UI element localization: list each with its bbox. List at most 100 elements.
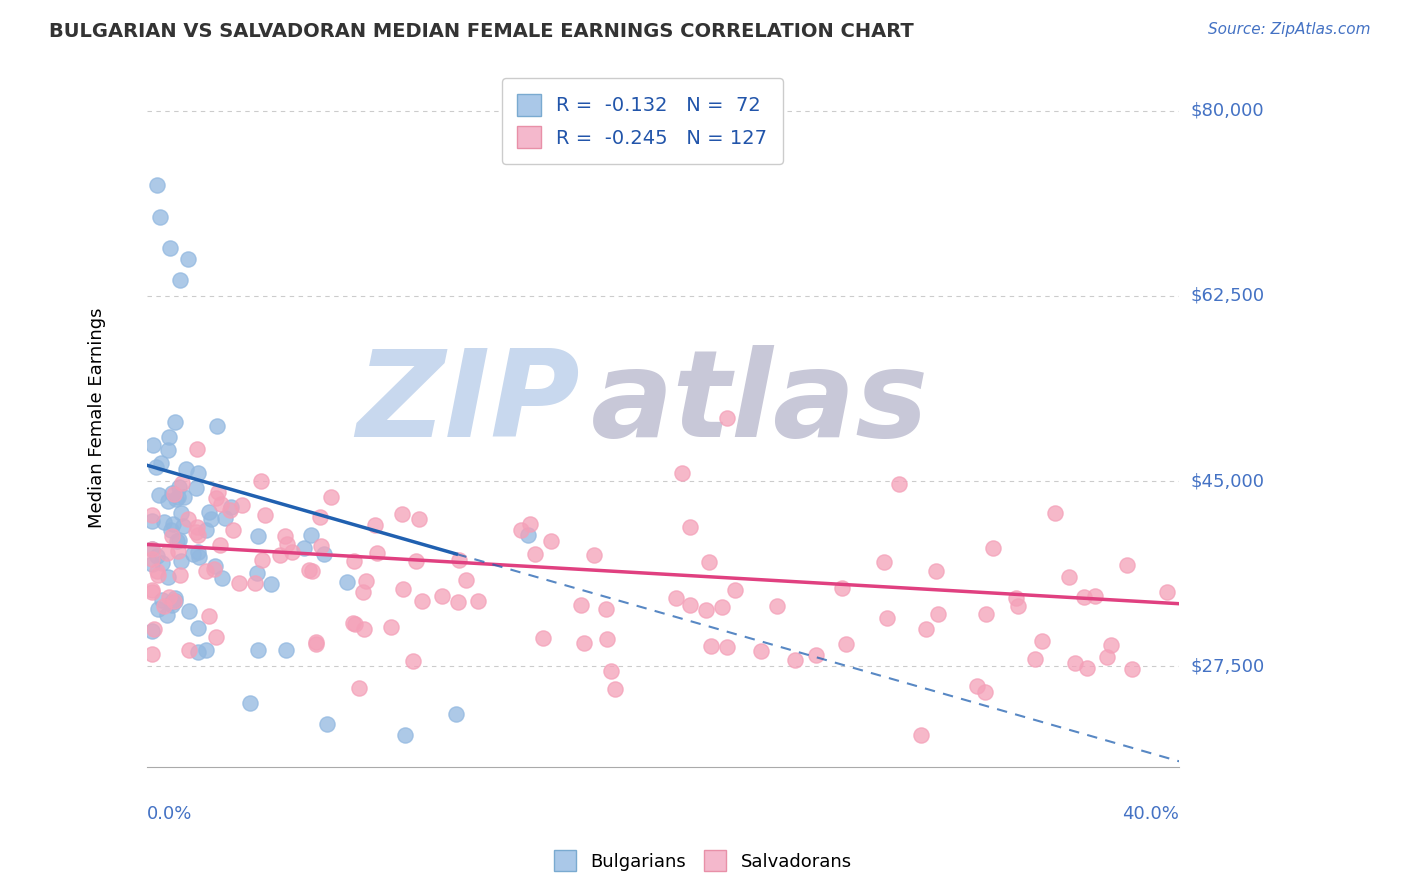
- Point: [166, 544, 188, 558]
- Point: [187, 528, 209, 542]
- Point: [1057, 570, 1080, 584]
- Text: 0.0%: 0.0%: [146, 805, 193, 823]
- Point: [250, 553, 273, 567]
- Point: [274, 529, 297, 543]
- Point: [160, 529, 183, 543]
- Point: [352, 584, 374, 599]
- Point: [156, 607, 179, 622]
- Point: [219, 500, 242, 515]
- Point: [1031, 634, 1053, 648]
- Point: [976, 607, 998, 621]
- Point: [292, 541, 315, 556]
- Point: [467, 593, 489, 607]
- Point: [183, 547, 205, 561]
- Point: [305, 637, 328, 651]
- Point: [157, 590, 180, 604]
- Point: [402, 654, 425, 668]
- Point: [214, 510, 236, 524]
- Point: [148, 487, 170, 501]
- Point: [872, 555, 894, 569]
- Point: [166, 533, 188, 548]
- Point: [247, 643, 270, 657]
- Point: [697, 555, 720, 569]
- Point: [914, 622, 936, 636]
- Point: [222, 523, 245, 537]
- Point: [595, 602, 617, 616]
- Point: [198, 505, 221, 519]
- Point: [569, 598, 592, 612]
- Point: [540, 534, 562, 549]
- Point: [831, 581, 853, 595]
- Point: [141, 583, 163, 598]
- Point: [243, 575, 266, 590]
- Point: [141, 624, 163, 638]
- Point: [260, 577, 283, 591]
- Point: [716, 640, 738, 655]
- Point: [167, 533, 190, 547]
- Point: [145, 459, 167, 474]
- Point: [408, 512, 430, 526]
- Point: [1097, 649, 1119, 664]
- Point: [170, 554, 193, 568]
- Point: [195, 523, 218, 537]
- Point: [1043, 506, 1066, 520]
- Point: [432, 590, 454, 604]
- Point: [184, 524, 207, 539]
- Point: [835, 637, 858, 651]
- Point: [600, 665, 623, 679]
- Point: [205, 491, 228, 505]
- Point: [187, 645, 209, 659]
- Point: [211, 571, 233, 585]
- Text: $45,000: $45,000: [1191, 472, 1264, 490]
- Point: [187, 545, 209, 559]
- Point: [983, 541, 1005, 555]
- Point: [700, 639, 723, 653]
- Point: [531, 631, 554, 645]
- Point: [342, 615, 364, 630]
- Point: [146, 564, 169, 578]
- Point: [186, 442, 208, 457]
- Point: [228, 575, 250, 590]
- Point: [347, 681, 370, 696]
- Point: [169, 568, 191, 582]
- Point: [188, 549, 211, 564]
- Point: [163, 594, 186, 608]
- Point: [141, 508, 163, 523]
- Point: [876, 611, 898, 625]
- Point: [509, 523, 531, 537]
- Point: [186, 481, 208, 495]
- Point: [177, 252, 200, 266]
- Point: [148, 210, 170, 224]
- Point: [927, 607, 949, 622]
- Point: [163, 416, 186, 430]
- Text: Source: ZipAtlas.com: Source: ZipAtlas.com: [1208, 22, 1371, 37]
- Point: [165, 591, 187, 606]
- Point: [146, 568, 169, 582]
- Point: [187, 621, 209, 635]
- Point: [519, 516, 541, 531]
- Point: [167, 480, 190, 494]
- Point: [1007, 599, 1029, 614]
- Point: [665, 591, 688, 605]
- Point: [209, 538, 232, 552]
- Point: [446, 706, 468, 721]
- Text: $62,500: $62,500: [1191, 287, 1264, 305]
- Point: [1099, 638, 1122, 652]
- Point: [336, 575, 359, 590]
- Point: [142, 438, 165, 452]
- Point: [179, 643, 201, 657]
- Point: [194, 643, 217, 657]
- Point: [157, 494, 180, 508]
- Point: [342, 554, 364, 568]
- Point: [198, 608, 221, 623]
- Point: [141, 542, 163, 557]
- Point: [141, 557, 163, 571]
- Text: $80,000: $80,000: [1191, 102, 1264, 120]
- Point: [299, 528, 322, 542]
- Point: [269, 548, 291, 562]
- Text: BULGARIAN VS SALVADORAN MEDIAN FEMALE EARNINGS CORRELATION CHART: BULGARIAN VS SALVADORAN MEDIAN FEMALE EA…: [49, 22, 914, 41]
- Point: [153, 515, 176, 529]
- Point: [172, 475, 194, 490]
- Point: [187, 467, 209, 481]
- Point: [160, 523, 183, 537]
